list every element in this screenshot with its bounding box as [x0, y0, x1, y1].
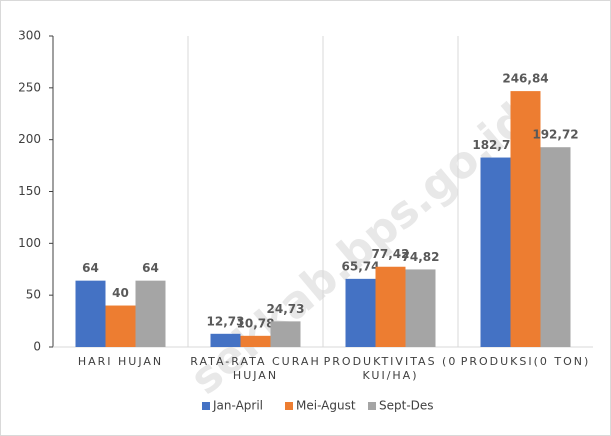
- value-label: 192,72: [532, 128, 578, 142]
- value-label: 40: [112, 286, 129, 300]
- y-tick-label: 150: [18, 184, 41, 198]
- y-tick-label: 50: [26, 288, 41, 302]
- bar: [540, 147, 571, 347]
- bar: [375, 266, 406, 347]
- value-label: 64: [142, 261, 159, 275]
- legend-swatch: [368, 402, 376, 410]
- value-label: 246,84: [502, 72, 548, 86]
- bar: [345, 278, 376, 347]
- legend-label: Jan-April: [212, 399, 263, 413]
- bar: [405, 269, 436, 347]
- x-tick-label: PRODUKTIVITAS (0 KUI/HA): [323, 355, 458, 382]
- bar: [480, 157, 511, 347]
- y-tick-label: 0: [33, 340, 41, 354]
- legend-swatch: [202, 402, 210, 410]
- value-label: 24,73: [267, 302, 305, 316]
- y-tick-label: 300: [18, 29, 41, 43]
- legend-label: Sept-Des: [379, 399, 434, 413]
- bar: [105, 305, 136, 347]
- y-tick-label: 100: [18, 236, 41, 250]
- bar: [240, 335, 271, 347]
- x-tick-label: HARI HUJAN: [77, 355, 164, 368]
- value-label: 77,42: [372, 247, 410, 261]
- bar: [75, 280, 106, 347]
- legend-swatch: [285, 402, 293, 410]
- x-tick-label: RATA-RATA CURAH HUJAN: [190, 355, 321, 382]
- value-label: 182,76: [472, 138, 518, 152]
- bar: [135, 280, 166, 347]
- value-label: 10,78: [237, 316, 275, 330]
- x-tick-label: PRODUKSI(0 TON): [460, 355, 591, 368]
- value-label: 74,82: [402, 250, 440, 264]
- legend-label: Mei-Agust: [296, 399, 356, 413]
- y-tick-label: 250: [18, 80, 41, 94]
- bar: [510, 91, 541, 348]
- value-label: 64: [82, 261, 99, 275]
- value-label: 12,73: [207, 314, 245, 328]
- bar: [270, 321, 301, 347]
- bar: [210, 333, 241, 347]
- y-tick-label: 200: [18, 132, 41, 146]
- value-label: 65,74: [342, 259, 380, 273]
